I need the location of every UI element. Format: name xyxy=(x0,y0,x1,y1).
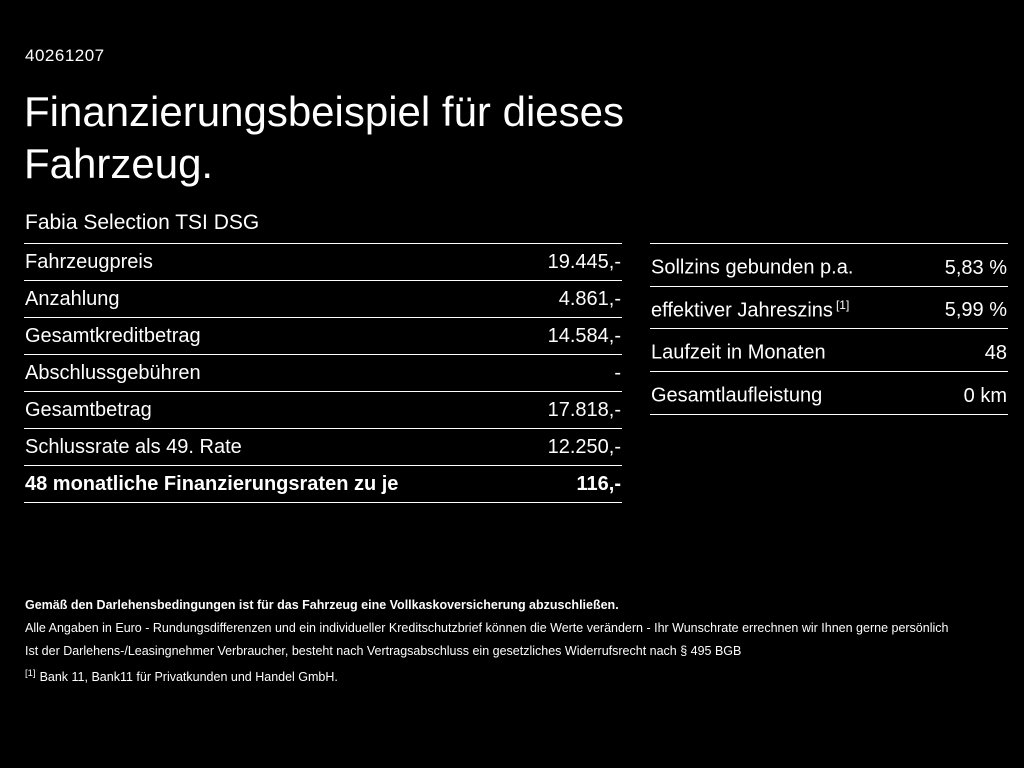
legal-footer: Gemäß den Darlehensbedingungen ist für d… xyxy=(25,597,1000,692)
table-row: effektiver Jahreszins [1] 5,99 % xyxy=(650,285,1008,329)
footnote-reference: [1] xyxy=(835,297,850,312)
row-label: Laufzeit in Monaten xyxy=(651,341,826,364)
row-label: Sollzins gebunden p.a. xyxy=(651,256,854,279)
table-row: Gesamtkreditbetrag 14.584,- xyxy=(24,317,622,354)
row-value: 116,- xyxy=(576,473,621,495)
row-label: Anzahlung xyxy=(25,288,120,310)
footer-disclaimer-2: Ist der Darlehens-/Leasingnehmer Verbrau… xyxy=(25,644,742,658)
footer-footnote: [1] Bank 11, Bank11 für Privatkunden und … xyxy=(25,666,1000,685)
row-value: 48 xyxy=(984,341,1007,364)
row-label: Gesamtbetrag xyxy=(25,399,152,421)
table-row: Gesamtlaufleistung 0 km xyxy=(650,370,1008,414)
row-value: 17.818,- xyxy=(547,399,621,421)
footer-insurance-note: Gemäß den Darlehensbedingungen ist für d… xyxy=(25,598,619,612)
row-value: 5,83 % xyxy=(944,256,1007,279)
table-row: Anzahlung 4.861,- xyxy=(24,280,622,317)
page-title-line1: Finanzierungsbeispiel für dieses xyxy=(24,88,624,135)
row-label: Fahrzeugpreis xyxy=(25,251,153,273)
row-value: - xyxy=(614,362,621,384)
row-value: 5,99 % xyxy=(944,299,1007,322)
table-row: Fahrzeugpreis 19.445,- xyxy=(24,243,622,280)
financing-conditions-table: Sollzins gebunden p.a. 5,83 % effektiver… xyxy=(650,243,1008,415)
footnote-marker: [1] xyxy=(25,668,36,679)
row-value: 12.250,- xyxy=(547,436,621,458)
table-row: Gesamtbetrag 17.818,- xyxy=(24,391,622,428)
table-row: Abschlussgebühren - xyxy=(24,354,622,391)
row-label: Gesamtlaufleistung xyxy=(651,384,823,407)
table-row-monthly-rate: 48 monatliche Finanzierungsraten zu je 1… xyxy=(24,465,622,502)
row-label: Gesamtkreditbetrag xyxy=(25,325,201,347)
financing-costs-table: Fahrzeugpreis 19.445,- Anzahlung 4.861,-… xyxy=(24,243,622,503)
table-row: Schlussrate als 49. Rate 12.250,- xyxy=(24,428,622,465)
row-value: 0 km xyxy=(963,384,1007,407)
row-label: 48 monatliche Finanzierungsraten zu je xyxy=(25,473,399,495)
row-value: 4.861,- xyxy=(558,288,621,310)
row-value: 19.445,- xyxy=(547,251,621,273)
footer-disclaimer-1: Alle Angaben in Euro - Rundungsdifferenz… xyxy=(25,621,949,635)
table-row: Laufzeit in Monaten 48 xyxy=(650,328,1008,371)
document-id: 40261207 xyxy=(25,46,105,65)
row-value: 14.584,- xyxy=(547,325,621,347)
vehicle-model-subtitle: Fabia Selection TSI DSG xyxy=(25,211,260,234)
page-title: Finanzierungsbeispiel für dieses Fahrzeug… xyxy=(24,86,624,190)
row-label: Schlussrate als 49. Rate xyxy=(25,436,242,458)
table-row: Sollzins gebunden p.a. 5,83 % xyxy=(650,243,1008,286)
row-label: effektiver Jahreszins [1] xyxy=(651,297,850,322)
row-label: Abschlussgebühren xyxy=(25,362,201,384)
footnote-text: Bank 11, Bank11 für Privatkunden und Han… xyxy=(39,670,338,685)
page-title-line2: Fahrzeug. xyxy=(24,140,214,187)
